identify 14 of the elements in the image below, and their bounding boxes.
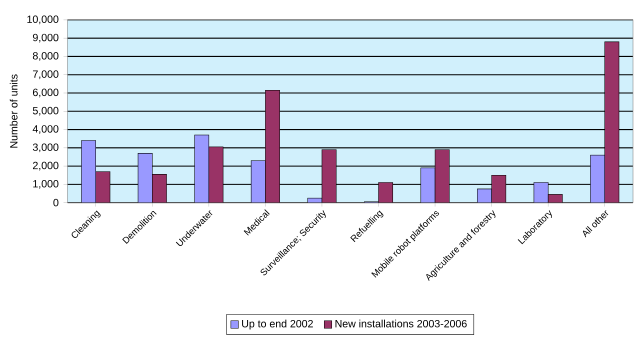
legend-label: Up to end 2002 — [242, 320, 313, 330]
y-tick-label: 7,000 — [32, 70, 58, 79]
y-tick-label: 6,000 — [32, 88, 58, 98]
y-tick-label: 3,000 — [32, 143, 58, 152]
y-tick-label: 4,000 — [32, 125, 58, 134]
y-tick-label: 5,000 — [32, 106, 58, 116]
y-tick-label: 1,000 — [33, 180, 58, 189]
legend-label: New installations 2003-2006 — [336, 320, 467, 328]
y-tick-label: 0 — [53, 198, 58, 206]
y-tick-label: 8,000 — [32, 52, 58, 61]
y-axis-title: Number of units — [10, 74, 18, 148]
y-tick-label: 10,000 — [27, 15, 58, 24]
y-tick-label: 9,000 — [32, 34, 58, 42]
y-tick-label: 2,000 — [32, 162, 58, 170]
